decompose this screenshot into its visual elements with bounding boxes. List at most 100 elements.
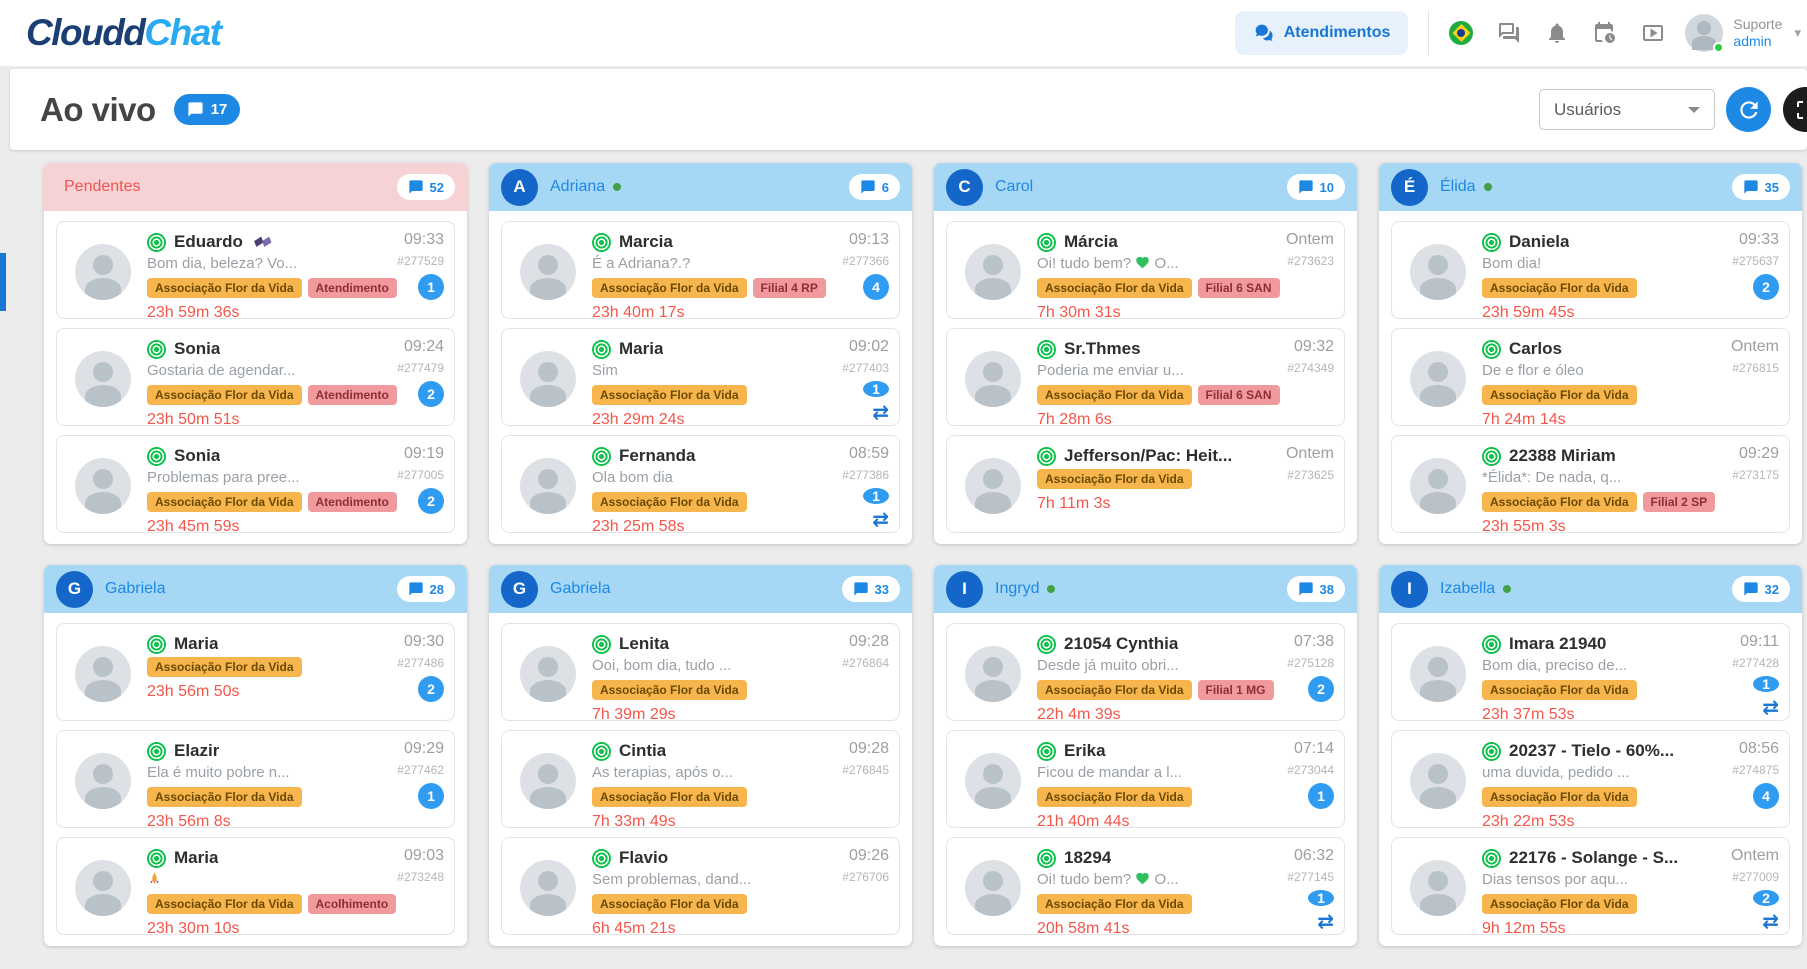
- chat-card[interactable]: Fernanda Ola bom dia Associação Flor da …: [501, 435, 900, 535]
- column-body: Maria Associação Flor da Vida 23h 56m 50…: [44, 613, 467, 946]
- chat-card[interactable]: Márcia Oi! tudo bem? O... Associação Flo…: [946, 221, 1345, 321]
- column-count: 38: [1319, 581, 1334, 597]
- contact-avatar: [1410, 458, 1466, 514]
- user-names: Suporte admin: [1733, 16, 1782, 51]
- chat-card[interactable]: Marcia É a Adriana?.? Associação Flor da…: [501, 221, 900, 321]
- chat-card[interactable]: Sr.Thmes Poderia me enviar u... Associaç…: [946, 328, 1345, 428]
- chat-card[interactable]: Erika Ficou de mandar a l... Associação …: [946, 730, 1345, 830]
- column-header: I Izabella 32: [1379, 565, 1802, 613]
- chat-card[interactable]: Sonia Problemas para pree... Associação …: [56, 435, 455, 535]
- left-edge-strip: [0, 253, 6, 311]
- waiting-duration: 23h 29m 24s: [592, 411, 685, 428]
- tag: Associação Flor da Vida: [1482, 787, 1637, 807]
- tag: Associação Flor da Vida: [1037, 278, 1192, 298]
- transfer-icon[interactable]: ⇄: [1762, 909, 1779, 933]
- chat-card[interactable]: Daniela Bom dia! Associação Flor da Vida…: [1391, 221, 1790, 321]
- contact-avatar: [75, 244, 131, 300]
- chat-card[interactable]: 20237 - Tielo - 60%... uma duvida, pedid…: [1391, 730, 1790, 830]
- contact-name: 22388 Miriam: [1509, 446, 1616, 465]
- chat-card[interactable]: Lenita Ooi, bom dia, tudo ... Associação…: [501, 623, 900, 723]
- tag: Associação Flor da Vida: [147, 492, 302, 512]
- contact-name-row: 21054 Cynthia: [1037, 634, 1262, 654]
- live-count: 17: [210, 101, 228, 118]
- last-message: Dias tensos por aqu...: [1482, 871, 1628, 888]
- ticket-id: #273044: [1287, 763, 1334, 777]
- agent-column-élida: É Élida 35 Daniela Bom dia! Associação F…: [1379, 163, 1802, 544]
- contact-avatar: [1410, 753, 1466, 809]
- contact-name: Fernanda: [619, 446, 696, 465]
- forum-icon[interactable]: [1497, 21, 1521, 45]
- header-divider: [1428, 11, 1430, 55]
- last-message: Ficou de mandar a l...: [1037, 764, 1183, 781]
- atendimentos-button[interactable]: Atendimentos: [1234, 11, 1409, 55]
- waiting-duration: 23h 22m 53s: [1482, 813, 1575, 830]
- chat-card[interactable]: Maria Associação Flor da Vida Acolhimento…: [56, 837, 455, 937]
- ticket-id: #277529: [397, 254, 444, 268]
- waiting-duration: 23h 30m 10s: [147, 920, 240, 937]
- contact-name: Erika: [1064, 741, 1106, 760]
- contact-avatar: [1410, 860, 1466, 916]
- contact-name-row: Márcia: [1037, 232, 1262, 252]
- chat-card[interactable]: 22388 Miriam *Élida*: De nada, q... Asso…: [1391, 435, 1790, 535]
- agent-avatar: G: [501, 570, 538, 608]
- tag-list: Associação Flor da Vida: [592, 680, 817, 700]
- user-menu[interactable]: Suporte admin ▾: [1685, 14, 1801, 53]
- contact-name: Sr.Thmes: [1064, 339, 1141, 358]
- video-tutorials-icon[interactable]: [1641, 21, 1665, 45]
- chat-card[interactable]: 22176 - Solange - S... Dias tensos por a…: [1391, 837, 1790, 937]
- brazil-flag-icon[interactable]: [1449, 21, 1474, 45]
- unread-badge: 2: [418, 488, 444, 514]
- card-meta: 09:03 #273248: [372, 845, 444, 927]
- contact-name: Eduardo: [174, 232, 243, 251]
- card-main: Sonia Gostaria de agendar... Associação …: [147, 336, 397, 428]
- chat-card[interactable]: 21054 Cynthia Desde já muito obri... Ass…: [946, 623, 1345, 723]
- card-meta: 09:28 #276864: [817, 631, 889, 713]
- schedule-calendar-icon[interactable]: [1593, 21, 1617, 45]
- tag: Associação Flor da Vida: [592, 894, 747, 914]
- chat-card[interactable]: 18294 Oi! tudo bem? O... Associação Flor…: [946, 837, 1345, 937]
- contact-avatar: [965, 860, 1021, 916]
- tag: Atendimento: [307, 492, 397, 512]
- contact-name-row: Elazir: [147, 741, 372, 761]
- refresh-button[interactable]: [1726, 87, 1771, 132]
- agent-initial: A: [513, 177, 526, 196]
- last-message-time: 09:28: [848, 740, 889, 757]
- column-count: 32: [1764, 581, 1779, 597]
- transfer-icon[interactable]: ⇄: [872, 400, 889, 424]
- contact-name-row: Lenita: [592, 634, 817, 654]
- chat-card[interactable]: Maria Associação Flor da Vida 23h 56m 50…: [56, 623, 455, 721]
- chat-card[interactable]: Jefferson/Pac: Heit... Associação Flor d…: [946, 435, 1345, 533]
- online-dot: [1503, 585, 1512, 593]
- chat-icon: [408, 582, 423, 596]
- card-meta: 09:32 #274349: [1262, 336, 1334, 418]
- users-select[interactable]: Usuários: [1539, 89, 1715, 130]
- waiting-duration: 23h 25m 58s: [592, 518, 685, 535]
- transfer-icon[interactable]: ⇄: [872, 507, 889, 531]
- online-dot: [1047, 585, 1056, 593]
- chat-card[interactable]: Elazir Ela é muito pobre n... Associação…: [56, 730, 455, 830]
- contact-name: Maria: [619, 339, 664, 358]
- chat-card[interactable]: Eduardo Bom dia, beleza? Vo... Associaçã…: [56, 221, 455, 321]
- tag: Atendimento: [307, 278, 397, 298]
- contact-avatar: [520, 860, 576, 916]
- chat-card[interactable]: Carlos De e flor e óleo Associação Flor …: [1391, 328, 1790, 428]
- notifications-bell-icon[interactable]: [1545, 21, 1569, 45]
- column-header: C Carol 10: [934, 163, 1357, 211]
- tag: Associação Flor da Vida: [592, 278, 747, 298]
- tag: Filial 6 SAN: [1197, 385, 1280, 405]
- chat-card[interactable]: Imara 21940 Bom dia, preciso de... Assoc…: [1391, 623, 1790, 723]
- chat-card[interactable]: Cintia As terapias, após o... Associação…: [501, 730, 900, 830]
- ticket-id: #277462: [397, 763, 444, 777]
- waiting-duration: 23h 59m 36s: [147, 304, 240, 321]
- chat-card[interactable]: Maria Sim Associação Flor da Vida 23h 29…: [501, 328, 900, 428]
- waiting-duration: 21h 40m 44s: [1037, 813, 1130, 830]
- contact-avatar: [965, 351, 1021, 407]
- chat-card[interactable]: Sonia Gostaria de agendar... Associação …: [56, 328, 455, 428]
- transfer-icon[interactable]: ⇄: [1762, 695, 1779, 719]
- column-title: Adriana: [550, 178, 606, 195]
- waiting-duration: 7h 11m 3s: [1037, 495, 1111, 512]
- transfer-icon[interactable]: ⇄: [1317, 909, 1334, 933]
- ticket-id: #277479: [397, 361, 444, 375]
- fullscreen-button[interactable]: [1783, 87, 1807, 132]
- chat-card[interactable]: Flavio Sem problemas, dand... Associação…: [501, 837, 900, 937]
